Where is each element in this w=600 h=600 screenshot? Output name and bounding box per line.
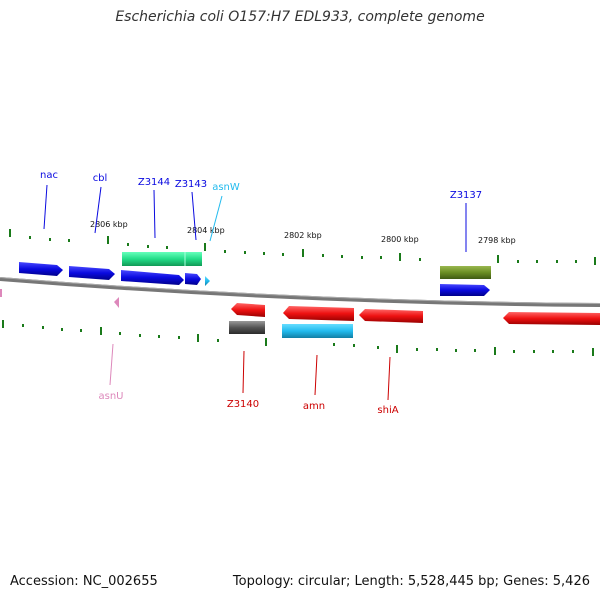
gene-cbl[interactable] bbox=[69, 266, 115, 280]
gene-asnu[interactable] bbox=[114, 297, 119, 308]
gene-label-z3144: Z3144 bbox=[138, 177, 170, 188]
genome-backbone bbox=[0, 277, 600, 307]
gene-z3140[interactable] bbox=[231, 303, 265, 317]
reverse-strand-genes bbox=[0, 289, 600, 338]
kbp-label-2804: 2804 kbp bbox=[187, 226, 225, 235]
map-title: Escherichia coli O157:H7 EDL933, complet… bbox=[115, 9, 485, 25]
genome-summary-text: Topology: circular; Length: 5,528,445 bp… bbox=[232, 574, 590, 589]
gene-label-asnw: asnW bbox=[212, 182, 240, 193]
gene-amn[interactable] bbox=[283, 306, 354, 321]
gene-olive-block[interactable] bbox=[440, 266, 491, 279]
gene-z3137-blue[interactable] bbox=[440, 284, 490, 296]
gene-green-block[interactable] bbox=[122, 252, 202, 266]
gene-cyan-block[interactable] bbox=[282, 324, 353, 338]
gene-label-z3140: Z3140 bbox=[227, 399, 259, 410]
accession-text: Accession: NC_002655 bbox=[10, 574, 158, 589]
bottom-tick-row bbox=[2, 320, 594, 356]
gene-label-amn: amn bbox=[303, 401, 325, 412]
forward-strand-genes bbox=[19, 252, 491, 296]
top-tick-row bbox=[9, 229, 596, 265]
kbp-label-2802: 2802 kbp bbox=[284, 231, 322, 240]
gene-label-nac: nac bbox=[40, 170, 58, 181]
gene-nac[interactable] bbox=[19, 262, 63, 276]
gene-gray-block[interactable] bbox=[229, 321, 265, 334]
gene-label-z3143: Z3143 bbox=[175, 179, 207, 190]
kbp-label-2806: 2806 kbp bbox=[90, 220, 128, 229]
kbp-label-2800: 2800 kbp bbox=[381, 235, 419, 244]
gene-z3143[interactable] bbox=[185, 273, 201, 285]
gene-label-z3137: Z3137 bbox=[450, 190, 482, 201]
gene-label-shia: shiA bbox=[377, 405, 398, 416]
gene-label-cbl: cbl bbox=[93, 173, 108, 184]
gene-red-right[interactable] bbox=[503, 312, 600, 325]
kbp-label-2798: 2798 kbp bbox=[478, 236, 516, 245]
gene-z3144[interactable] bbox=[121, 270, 184, 285]
leader-lines bbox=[43, 184, 467, 401]
gene-asnw[interactable] bbox=[205, 276, 210, 286]
gene-shia[interactable] bbox=[359, 309, 423, 323]
gene-label-asnu: asnU bbox=[99, 391, 124, 402]
